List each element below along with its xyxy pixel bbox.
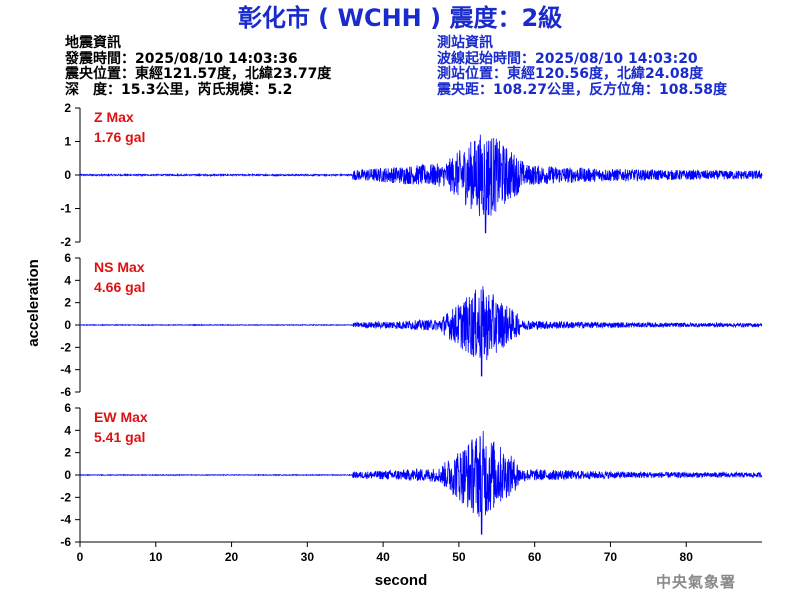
- y-tick-label: -2: [60, 490, 71, 504]
- event-info: 地震資訊 發震時間：2025/08/10 14:03:36 震央位置：東經121…: [65, 35, 332, 98]
- max-label-ew: EW Max: [94, 409, 148, 425]
- x-tick-label: 20: [225, 550, 239, 564]
- max-label-z: Z Max: [94, 109, 134, 125]
- x-tick-label: 30: [301, 550, 315, 564]
- y-axis-label: acceleration: [25, 259, 42, 347]
- agency-credit: 中央氣象署: [656, 573, 737, 591]
- y-tick-label: 4: [64, 423, 71, 437]
- waveform-ew: [79, 430, 763, 535]
- x-tick-label: 40: [376, 550, 390, 564]
- y-tick-label: -4: [60, 363, 71, 377]
- y-tick-label: 0: [64, 318, 71, 332]
- y-tick-label: 4: [64, 273, 71, 287]
- x-tick-label: 60: [528, 550, 542, 564]
- x-axis-label: second: [375, 572, 428, 589]
- y-tick-label: 6: [64, 401, 71, 415]
- y-tick-label: 2: [64, 296, 71, 310]
- distance-azimuth: 震央距：108.27公里，反方位角：108.58度: [437, 81, 728, 98]
- x-tick-label: 0: [77, 550, 84, 564]
- x-tick-label: 70: [604, 550, 618, 564]
- max-value-ew: 5.41 gal: [94, 429, 145, 445]
- waveform-z: [79, 134, 763, 234]
- y-tick-label: 0: [64, 168, 71, 182]
- epicenter-location: 震央位置：東經121.57度，北緯23.77度: [65, 66, 332, 82]
- y-tick-label: -4: [60, 513, 71, 527]
- y-tick-label: 1: [64, 135, 71, 149]
- max-value-z: 1.76 gal: [94, 129, 145, 145]
- x-tick-label: 80: [680, 550, 694, 564]
- y-tick-label: 2: [64, 101, 71, 115]
- max-value-ns: 4.66 gal: [94, 279, 145, 295]
- depth-magnitude: 深 度：15.3公里，芮氏規模：5.2: [65, 81, 293, 98]
- station-location: 測站位置：東經120.56度，北緯24.08度: [437, 66, 704, 82]
- origin-time: 發震時間：2025/08/10 14:03:36: [65, 50, 298, 67]
- x-tick-label: 50: [452, 550, 466, 564]
- waveform-ns: [79, 286, 763, 377]
- y-tick-label: -6: [60, 535, 71, 549]
- y-tick-label: -6: [60, 385, 71, 399]
- station-info-heading: 測站資訊: [437, 35, 493, 51]
- y-tick-label: 2: [64, 446, 71, 460]
- event-info-heading: 地震資訊: [65, 35, 121, 51]
- y-tick-label: 6: [64, 251, 71, 265]
- onset-time: 波線起始時間：2025/08/10 14:03:20: [437, 50, 698, 67]
- max-label-ns: NS Max: [94, 259, 145, 275]
- x-tick-label: 10: [149, 550, 163, 564]
- page-title: 彰化市 ( WCHH ) 震度：2級: [237, 4, 563, 32]
- y-tick-label: -1: [60, 202, 71, 216]
- y-tick-label: 0: [64, 468, 71, 482]
- y-tick-label: -2: [60, 340, 71, 354]
- y-tick-label: -2: [60, 235, 71, 249]
- station-info: 測站資訊 波線起始時間：2025/08/10 14:03:20 測站位置：東經1…: [437, 35, 728, 98]
